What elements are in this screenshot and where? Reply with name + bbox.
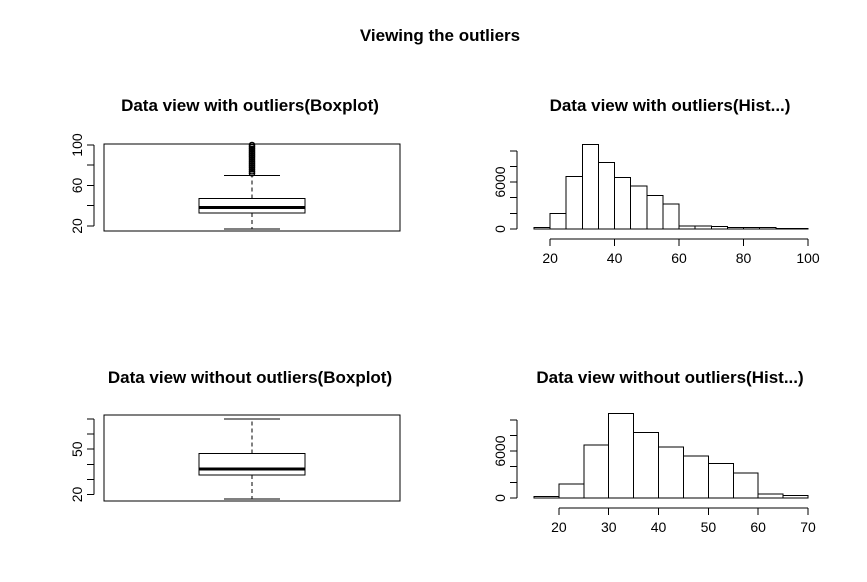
y-tick-label: 0 [492, 225, 508, 233]
histogram-bar [630, 185, 648, 230]
y-tick-label: 0 [492, 494, 508, 502]
x-tick-label: 30 [601, 519, 617, 535]
histogram-without-outliers-panel: Data view without outliers(Hist...) 0 600… [492, 368, 816, 535]
y-tick-label: 100 [69, 133, 85, 157]
histogram-bar [759, 226, 777, 230]
boxplot-without-outliers-panel: Data view without outliers(Boxplot) 20 50 [69, 368, 401, 502]
histogram-bar [775, 228, 793, 230]
panel-title: Data view without outliers(Hist...) [536, 368, 803, 387]
histogram-bar [581, 144, 599, 230]
histogram-bar [757, 493, 784, 499]
x-tick-label: 20 [542, 250, 558, 266]
histogram-bar [710, 226, 728, 230]
y-tick-label: 20 [69, 486, 85, 502]
histogram-bar [597, 162, 616, 230]
panel-title: Data view with outliers(Boxplot) [121, 96, 379, 115]
histogram-bar [726, 226, 745, 230]
figure-title: Viewing the outliers [360, 26, 520, 45]
y-tick-label: 50 [69, 441, 85, 457]
x-tick-label: 50 [701, 519, 717, 535]
y-tick-label: 20 [69, 218, 85, 234]
x-tick-label: 70 [800, 519, 816, 535]
interquartile-box [198, 453, 306, 476]
histogram-bar [583, 444, 610, 499]
histogram-bar [565, 176, 583, 230]
x-tick-label: 40 [607, 250, 623, 266]
histogram-with-outliers-panel: Data view with outliers(Hist...) 0 6000 20… [492, 96, 820, 266]
x-tick-label: 20 [551, 519, 567, 535]
histogram-bar [791, 228, 809, 230]
y-tick-label: 6000 [492, 435, 508, 466]
plot-frame [103, 414, 401, 502]
histogram-bar [533, 495, 560, 499]
histogram-bar [558, 483, 585, 499]
histogram-bar [633, 431, 660, 499]
histogram-bar [707, 463, 734, 499]
outlier-point [248, 141, 256, 149]
histogram-bar [662, 203, 680, 230]
histogram-bar [646, 194, 664, 230]
y-tick-label: 60 [69, 177, 85, 193]
histogram-bar [682, 455, 709, 499]
histogram-bar [614, 176, 632, 230]
histogram-bar [533, 226, 551, 230]
histogram-bar [549, 212, 567, 230]
y-tick-label: 6000 [492, 166, 508, 197]
boxplot-with-outliers-panel: Data view with outliers(Boxplot) 20 60 100 [69, 96, 401, 234]
histogram-bar [678, 225, 696, 230]
x-tick-label: 80 [736, 250, 752, 266]
histogram-bar [608, 413, 635, 499]
interquartile-box [198, 198, 306, 214]
histogram-bar [694, 225, 712, 230]
x-tick-label: 100 [796, 250, 820, 266]
histogram-bar [732, 472, 759, 499]
x-tick-label: 60 [671, 250, 687, 266]
x-tick-label: 40 [651, 519, 667, 535]
panel-title: Data view with outliers(Hist...) [550, 96, 791, 115]
x-tick-label: 60 [750, 519, 766, 535]
histogram-bar [743, 226, 761, 230]
histogram-bar [782, 495, 809, 499]
panel-title: Data view without outliers(Boxplot) [108, 368, 392, 387]
histogram-bar [658, 446, 684, 499]
